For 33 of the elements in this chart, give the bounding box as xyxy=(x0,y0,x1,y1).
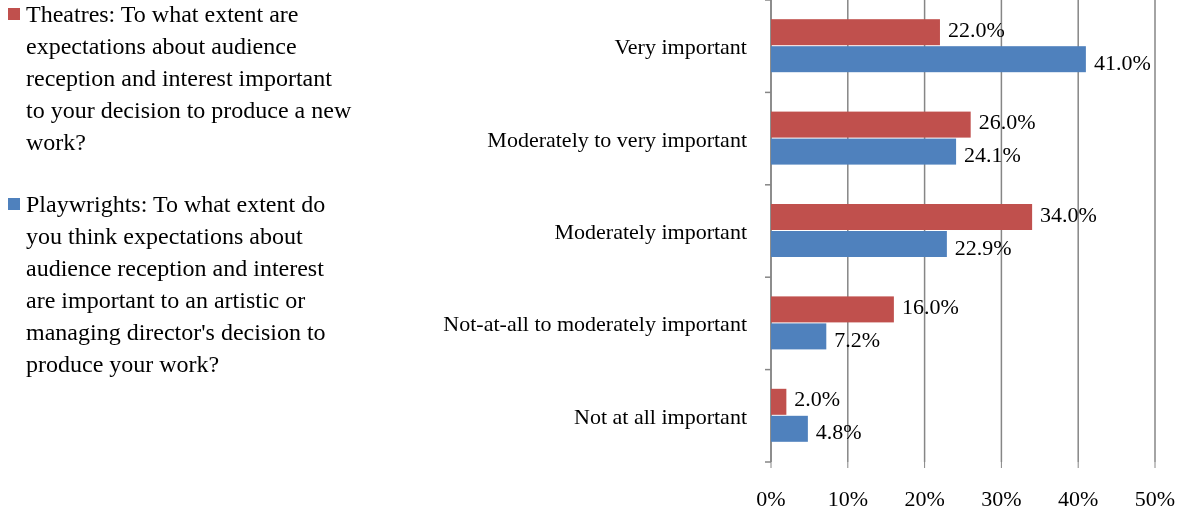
y-tick-label: Moderately to very important xyxy=(487,126,747,152)
legend-label: Theatres: To what extent are expectations about audience reception and interest important to your decision to produce a new work? xyxy=(26,1,352,155)
data-label: 41.0% xyxy=(1093,49,1151,75)
data-label: 22.0% xyxy=(947,16,1005,42)
x-tick-label: 40% xyxy=(1058,486,1099,511)
data-label: 26.0% xyxy=(978,109,1036,135)
data-label: 22.9% xyxy=(954,234,1012,260)
bar xyxy=(771,204,1033,230)
data-label: 16.0% xyxy=(901,293,959,319)
y-tick-label: Very important xyxy=(614,34,747,60)
bar xyxy=(771,415,808,442)
data-label: 24.1% xyxy=(964,142,1021,168)
x-tick-label: 0% xyxy=(756,486,786,511)
bar xyxy=(771,46,1086,73)
bar xyxy=(771,19,940,46)
legend-label: Playwrights: To what extent do you think expectations about audience reception and interest are important to an artistic or managing director's decision to produce your work? xyxy=(26,191,326,377)
x-tick-label: 30% xyxy=(981,486,1022,511)
bar xyxy=(771,388,787,415)
data-label: 34.0% xyxy=(1040,201,1097,227)
y-tick-label: Not-at-all to moderately important xyxy=(443,311,747,337)
data-label: 2.0% xyxy=(794,386,841,412)
bar xyxy=(771,323,827,350)
data-label: 4.8% xyxy=(815,419,862,445)
x-tick-label: 50% xyxy=(1134,486,1176,511)
y-tick-label: Moderately important xyxy=(554,219,747,244)
bar xyxy=(771,296,894,323)
x-tick-label: 20% xyxy=(904,486,945,511)
x-tick-label: 10% xyxy=(827,486,868,511)
bar xyxy=(771,111,971,138)
bar xyxy=(771,138,957,165)
bar xyxy=(771,231,947,257)
data-label: 7.2% xyxy=(834,326,881,352)
y-tick-label: Not at all important xyxy=(574,403,747,429)
